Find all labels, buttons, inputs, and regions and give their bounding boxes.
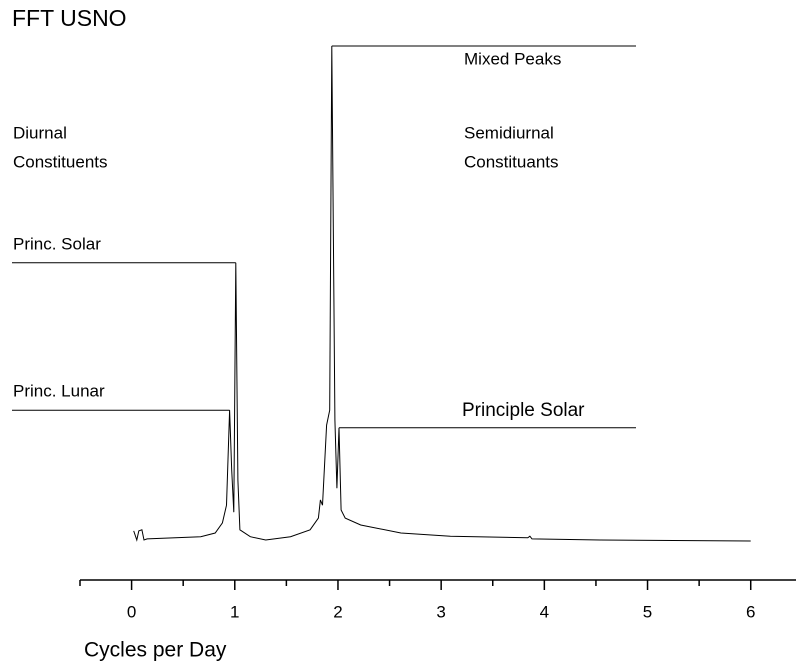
x-tick-label: 0 [127, 602, 136, 621]
annotation: Constituants [464, 152, 559, 171]
annotation: Principle Solar [462, 400, 585, 421]
annotation: Diurnal [13, 123, 67, 142]
annotation: Princ. Lunar [13, 381, 105, 400]
annotation: Princ. Solar [13, 234, 101, 253]
annotation: Mixed Peaks [464, 49, 561, 68]
x-tick-label: 5 [643, 602, 652, 621]
x-tick-label: 3 [436, 602, 445, 621]
annotation: Semidiurnal [464, 123, 554, 142]
x-tick-label: 6 [746, 602, 755, 621]
chart-title: FFT USNO [12, 5, 127, 31]
x-tick-label: 2 [333, 602, 342, 621]
x-axis-label: Cycles per Day [84, 639, 227, 662]
annotation: Constituents [13, 152, 108, 171]
x-tick-label: 4 [540, 602, 549, 621]
line [133, 45, 751, 542]
x-tick-label: 1 [230, 602, 239, 621]
